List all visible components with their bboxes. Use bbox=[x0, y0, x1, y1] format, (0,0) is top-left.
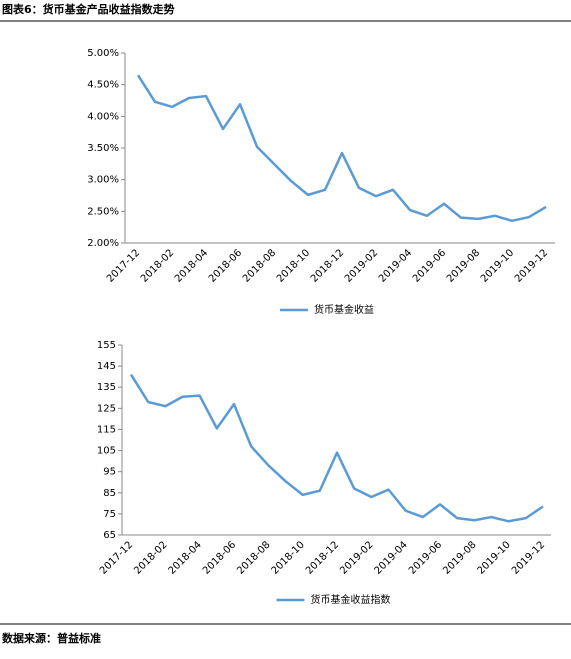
x-tick-label: 2018-10 bbox=[275, 247, 312, 284]
x-tick-label: 2019-08 bbox=[441, 539, 478, 576]
y-tick-label: 5.00% bbox=[87, 48, 119, 59]
y-tick-label: 105 bbox=[97, 446, 116, 457]
y-tick-label: 85 bbox=[103, 488, 116, 499]
x-tick-label: 2019-08 bbox=[445, 247, 482, 284]
x-tick-label: 2019-04 bbox=[377, 247, 414, 284]
x-tick-label: 2017-12 bbox=[98, 539, 135, 576]
x-tick-label: 2019-04 bbox=[373, 539, 410, 576]
x-tick-label: 2018-12 bbox=[304, 539, 341, 576]
y-tick-label: 95 bbox=[103, 467, 116, 478]
legend-label: 货币基金收益 bbox=[314, 303, 374, 316]
y-tick-label: 4.00% bbox=[87, 111, 119, 122]
y-tick-label: 155 bbox=[97, 340, 116, 351]
figure-title: 图表6：货币基金产品收益指数走势 bbox=[2, 2, 175, 16]
y-tick-label: 135 bbox=[97, 382, 116, 393]
x-tick-label: 2019-10 bbox=[479, 247, 516, 284]
y-tick-label: 115 bbox=[97, 424, 116, 435]
y-tick-label: 65 bbox=[103, 530, 116, 541]
x-tick-label: 2018-02 bbox=[139, 247, 176, 284]
x-tick-label: 2018-10 bbox=[270, 539, 307, 576]
x-tick-label: 2019-06 bbox=[407, 539, 444, 576]
x-tick-label: 2019-06 bbox=[411, 247, 448, 284]
source: 数据来源：普益标准 bbox=[2, 631, 101, 645]
x-tick-label: 2018-12 bbox=[309, 247, 346, 284]
y-tick-label: 3.50% bbox=[87, 143, 119, 154]
y-tick-label: 145 bbox=[97, 361, 116, 372]
series-line bbox=[129, 373, 544, 523]
x-tick-label: 2019-02 bbox=[338, 539, 375, 576]
y-tick-label: 75 bbox=[103, 509, 116, 520]
x-tick-label: 2019-10 bbox=[476, 539, 513, 576]
y-tick-label: 2.50% bbox=[87, 206, 119, 217]
legend-label: 货币基金收益指数 bbox=[311, 593, 391, 606]
x-tick-label: 2019-02 bbox=[343, 247, 380, 284]
x-tick-label: 2019-12 bbox=[510, 539, 547, 576]
x-tick-label: 2018-02 bbox=[132, 539, 169, 576]
x-tick-label: 2018-08 bbox=[235, 539, 272, 576]
y-tick-label: 2.00% bbox=[87, 238, 119, 249]
y-tick-label: 4.50% bbox=[87, 80, 119, 91]
x-tick-label: 2018-04 bbox=[173, 247, 210, 284]
x-tick-label: 2017-12 bbox=[105, 247, 142, 284]
y-tick-label: 125 bbox=[97, 403, 116, 414]
x-tick-label: 2018-06 bbox=[201, 539, 238, 576]
y-tick-label: 3.00% bbox=[87, 175, 119, 186]
x-tick-label: 2019-12 bbox=[513, 247, 550, 284]
x-tick-label: 2018-08 bbox=[241, 247, 278, 284]
x-tick-label: 2018-04 bbox=[167, 539, 204, 576]
series-line bbox=[136, 74, 547, 223]
x-tick-label: 2018-06 bbox=[207, 247, 244, 284]
